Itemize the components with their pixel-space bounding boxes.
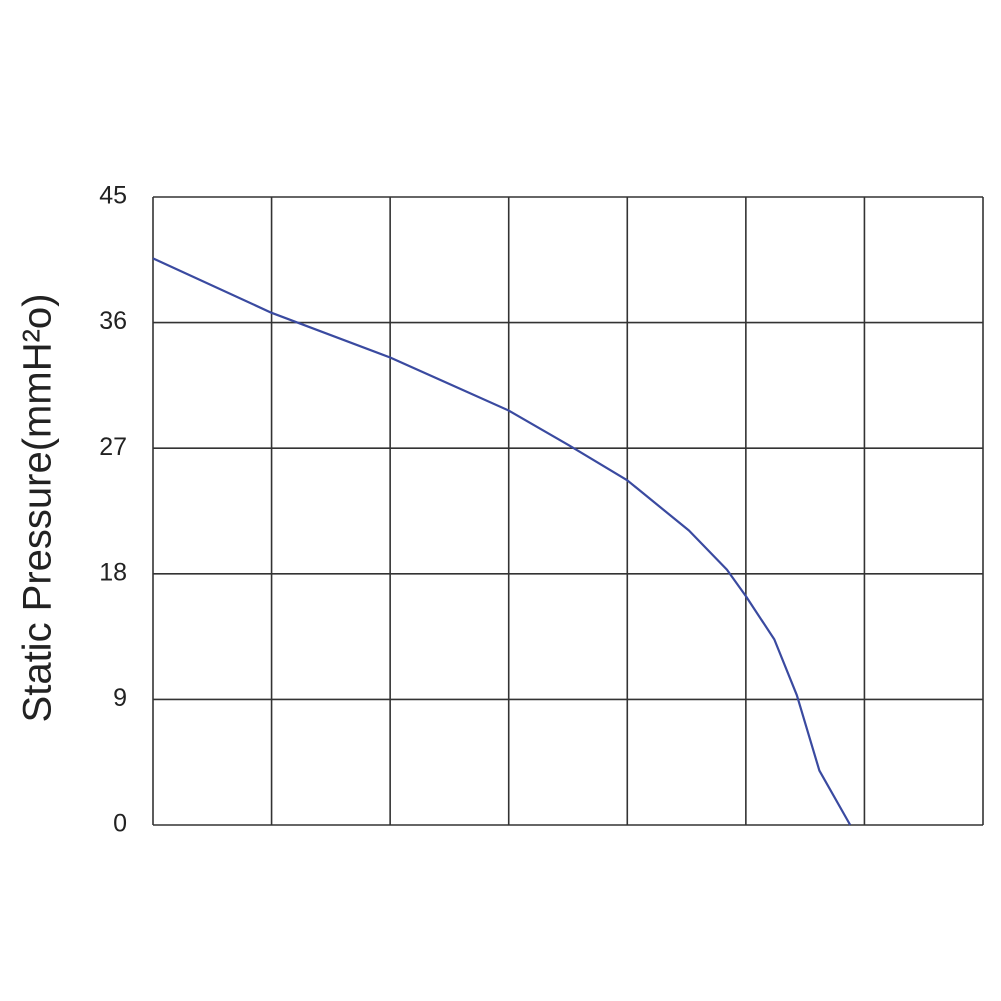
y-axis-label: Static Pressure(mmH²o) <box>16 294 60 723</box>
y-tick-label: 18 <box>99 558 127 586</box>
y-tick-label: 45 <box>99 182 127 210</box>
line-series <box>152 257 852 826</box>
y-tick-label: 9 <box>113 684 127 712</box>
y-tick-label: 36 <box>99 307 127 335</box>
y-tick-label: 0 <box>113 810 127 838</box>
y-tick-label: 27 <box>99 433 127 461</box>
